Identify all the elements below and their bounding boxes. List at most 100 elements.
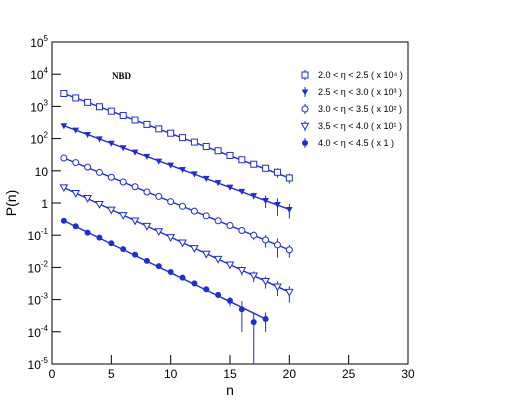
marker [143, 188, 151, 196]
marker [84, 163, 92, 171]
marker [190, 207, 198, 215]
marker [132, 251, 139, 258]
marker [154, 228, 164, 237]
marker [60, 90, 68, 98]
marker [59, 184, 69, 193]
marker [214, 180, 222, 187]
y-tick-base: 10 [28, 294, 42, 308]
marker [262, 315, 269, 322]
y-tick-label: 10-3 [28, 292, 49, 308]
marker [273, 241, 281, 249]
marker [284, 288, 294, 297]
marker [60, 217, 67, 224]
marker [179, 134, 187, 142]
marker [261, 278, 270, 286]
x-tick-label: 10 [164, 367, 178, 381]
marker [167, 162, 175, 169]
y-tick-base: 10 [30, 133, 44, 147]
y-tick-label: 103 [30, 98, 48, 114]
marker [249, 272, 259, 281]
y-tick-exponent: 2 [44, 131, 49, 140]
marker [225, 261, 235, 270]
marker [203, 286, 210, 293]
x-tick-label: 5 [108, 367, 115, 381]
marker [155, 192, 163, 200]
y-tick-exponent: 3 [44, 98, 49, 107]
marker [107, 140, 115, 147]
y-tick-label: 10 [35, 165, 49, 179]
marker [250, 160, 258, 168]
x-tick-label: 0 [49, 367, 56, 381]
y-tick-base: 10 [30, 100, 44, 114]
marker [301, 89, 309, 96]
marker [167, 198, 175, 206]
marker [285, 174, 293, 182]
marker [84, 98, 92, 106]
marker [300, 122, 310, 131]
marker [201, 250, 211, 259]
marker [301, 105, 309, 113]
marker [96, 234, 103, 241]
legend-label: 4.0 < η < 4.5 ( x 1 ) [318, 138, 394, 148]
x-tick-label: 20 [283, 367, 297, 381]
y-tick-base: 10 [28, 229, 42, 243]
marker [167, 268, 174, 275]
y-axis-label: P(n) [3, 190, 19, 216]
marker [179, 202, 187, 210]
marker [273, 168, 281, 176]
marker [84, 229, 91, 236]
y-tick-exponent: -3 [41, 292, 49, 301]
y-tick-exponent: 4 [44, 66, 49, 75]
marker [191, 280, 198, 287]
marker [262, 164, 270, 172]
marker [167, 129, 175, 137]
marker [274, 201, 281, 209]
y-tick-label: 102 [30, 131, 48, 147]
marker [179, 274, 186, 281]
marker [226, 151, 234, 159]
marker [166, 234, 176, 243]
y-tick-label: 10-5 [28, 356, 49, 372]
marker [214, 217, 222, 225]
marker [262, 197, 269, 204]
marker [131, 149, 139, 156]
marker [71, 190, 81, 198]
marker [262, 236, 270, 244]
y-tick-label: 10-1 [28, 227, 49, 243]
y-tick-base: 10 [30, 68, 44, 82]
marker [213, 255, 223, 264]
marker [72, 223, 79, 230]
marker [83, 194, 92, 203]
x-axis-label: n [226, 382, 234, 398]
marker [190, 245, 199, 253]
marker [72, 159, 80, 167]
y-tick-base: 10 [28, 326, 42, 340]
x-tick-label: 30 [401, 367, 415, 381]
y-tick-base: 10 [30, 36, 44, 50]
marker [250, 231, 258, 239]
legend-label: 3.0 < η < 3.5 ( x 10² ) [318, 104, 402, 114]
marker [72, 94, 80, 102]
y-tick-exponent: -4 [41, 324, 49, 333]
marker [250, 319, 257, 326]
marker [108, 240, 115, 247]
marker [95, 168, 103, 176]
legend-label: 2.0 < η < 2.5 ( x 10⁴ ) [318, 70, 403, 80]
marker [119, 145, 127, 152]
marker [238, 306, 245, 313]
marker [190, 138, 198, 146]
y-tick-base: 10 [28, 261, 42, 275]
marker [107, 173, 115, 181]
marker [215, 291, 222, 298]
marker [238, 156, 246, 164]
marker [238, 188, 246, 195]
annotation: NBD [112, 71, 132, 81]
marker [84, 132, 91, 139]
marker [130, 217, 140, 226]
y-tick-exponent: 5 [44, 34, 49, 43]
marker [202, 212, 210, 220]
marker [285, 246, 293, 254]
marker [155, 263, 162, 270]
marker [179, 166, 186, 173]
marker [107, 107, 115, 115]
